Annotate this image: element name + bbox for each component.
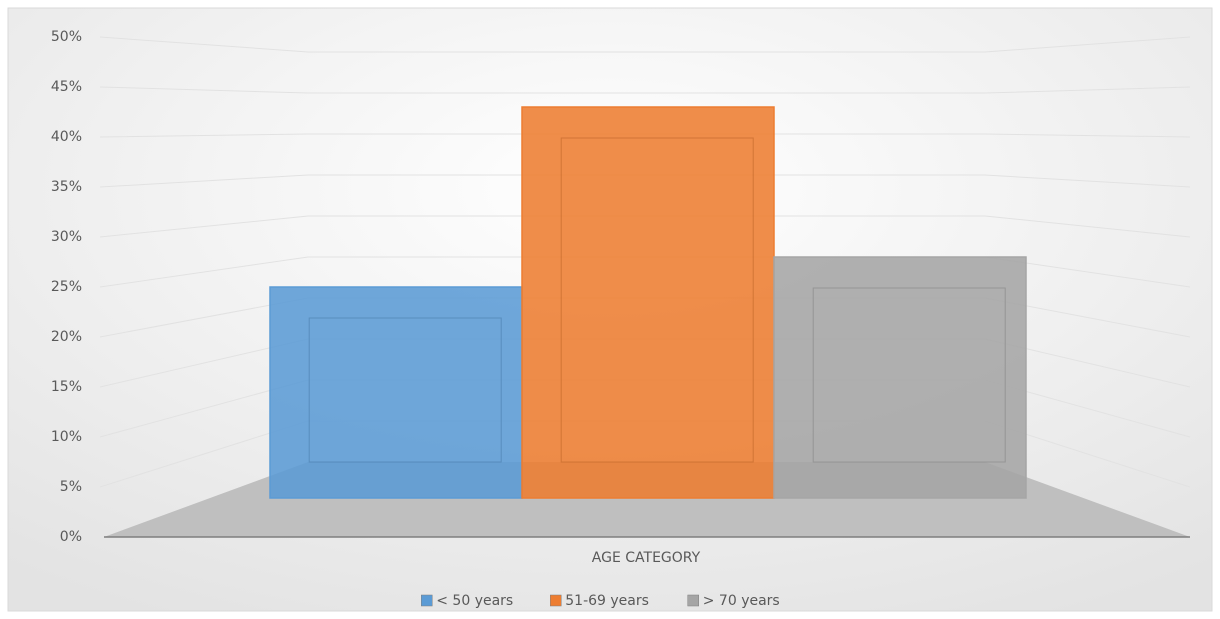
bar-back-edge bbox=[560, 137, 754, 463]
y-tick-label: 30% bbox=[51, 229, 82, 245]
y-tick-label: 10% bbox=[51, 429, 82, 445]
y-tick-label: 5% bbox=[60, 479, 82, 495]
y-tick-label: 35% bbox=[51, 179, 82, 195]
bar bbox=[773, 256, 1027, 499]
y-tick-label: 40% bbox=[51, 129, 82, 145]
legend-swatch bbox=[550, 594, 562, 607]
legend-label: > 70 years bbox=[703, 593, 780, 609]
bar bbox=[269, 286, 523, 499]
legend-label: 51-69 years bbox=[565, 593, 649, 609]
legend-swatch bbox=[421, 594, 433, 607]
bar bbox=[521, 106, 775, 499]
grid-line bbox=[99, 86, 1191, 94]
bar-back-edge bbox=[308, 317, 502, 463]
y-tick-label: 20% bbox=[51, 329, 82, 345]
y-tick-label: 15% bbox=[51, 379, 82, 395]
grid-line bbox=[99, 36, 1191, 53]
bar-back-edge bbox=[812, 287, 1006, 463]
y-tick-label: 50% bbox=[51, 29, 82, 45]
x-axis-label: AGE CATEGORY bbox=[592, 550, 701, 566]
y-tick-label: 45% bbox=[51, 79, 82, 95]
y-tick-label: 25% bbox=[51, 279, 82, 295]
y-tick-label: 0% bbox=[60, 529, 82, 545]
legend-swatch bbox=[687, 594, 699, 607]
legend-label: < 50 years bbox=[436, 593, 513, 609]
